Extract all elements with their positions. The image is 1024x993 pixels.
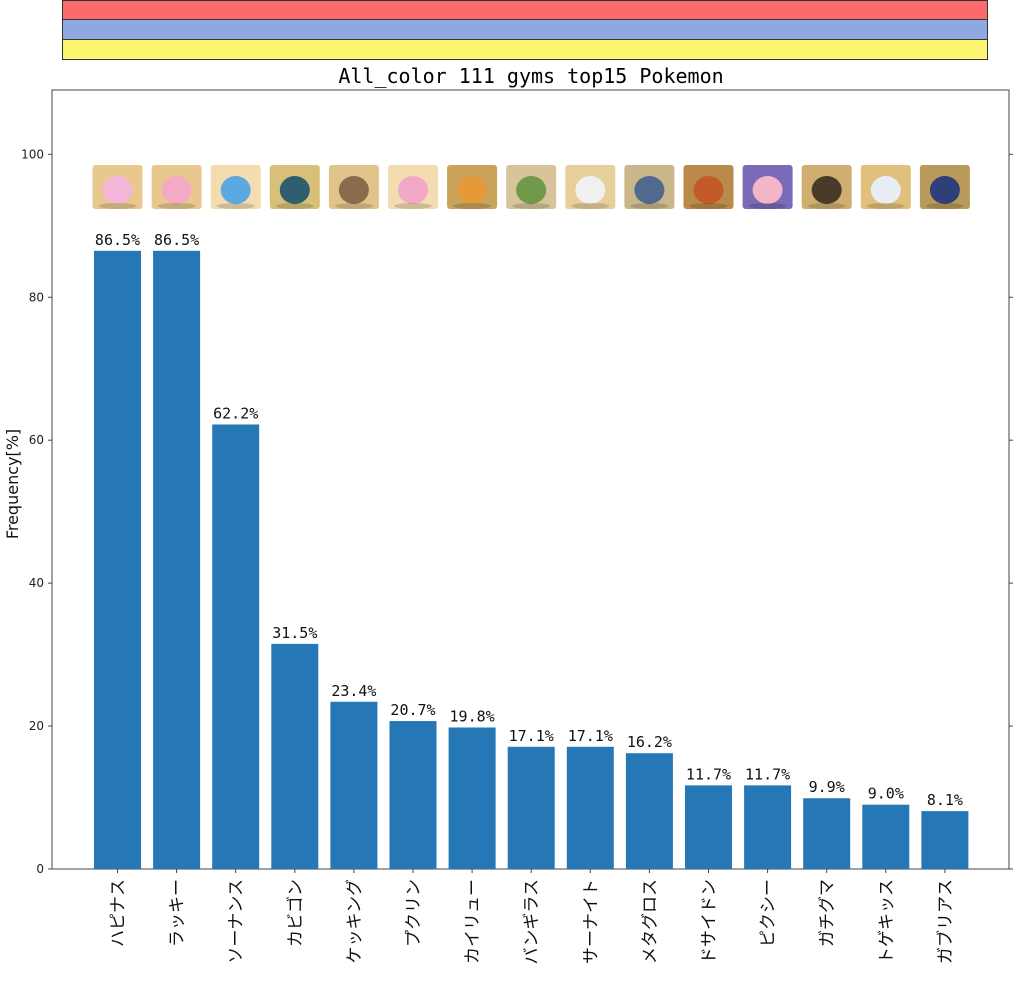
pokemon-thumbnail-figure [457,176,488,204]
bar-value-label: 11.7% [745,765,790,783]
bar [389,721,437,869]
x-category-label: ガチグマ [818,879,838,947]
y-tick-label: 0 [36,862,44,876]
y-tick-label: 40 [29,576,44,590]
pokemon-thumbnail-shadow [216,203,255,209]
pokemon-thumbnail-figure [693,176,724,204]
x-category-label: カビゴン [285,879,306,947]
pokemon-thumbnail-shadow [748,203,787,209]
x-category-label: ドサイドン [700,879,720,964]
y-axis-title: Frequency[%] [3,429,22,539]
pokemon-thumbnail-shadow [571,203,610,209]
pokemon-thumbnail-shadow [275,203,314,209]
pokemon-thumbnail-figure [279,176,310,204]
bar [566,746,614,869]
bar [507,746,555,869]
bar-value-label: 23.4% [331,682,376,700]
bar-value-label: 16.2% [627,733,672,751]
y-tick-label: 100 [21,147,44,161]
x-category-label: メタグロス [640,879,660,964]
pokemon-thumbnail-shadow [925,203,964,209]
bar [271,643,319,869]
bar-value-label: 86.5% [154,231,199,249]
pokemon-thumbnail-shadow [394,203,432,209]
chart-title: All_color 111 gyms top15 Pokemon [338,64,724,88]
pokemon-thumbnail-shadow [807,203,846,209]
x-category-label: ソーナンス [227,879,247,964]
bar [448,727,496,869]
bar [212,424,260,869]
x-category-label: ピクシー [759,879,779,947]
x-category-label: ハピナス [109,879,129,947]
bar [744,785,792,869]
y-tick-label: 60 [29,433,44,447]
x-category-label: ケッキング [345,879,365,964]
bar [153,250,201,870]
pokemon-thumbnail-figure [752,176,783,204]
x-category-label: ガブリアス [935,879,956,964]
bar [330,701,378,869]
x-category-label: プクリン [404,879,424,947]
pokemon-thumbnail-shadow [866,203,905,209]
bar-value-label: 20.7% [390,701,435,719]
bar-value-label: 9.9% [809,778,845,796]
pokemon-thumbnail-shadow [453,203,492,209]
bar-value-label: 17.1% [568,727,613,745]
pokemon-thumbnail-figure [929,176,960,204]
x-category-label: カイリュー [463,879,483,964]
bar [803,798,851,869]
pokemon-thumbnail-figure [338,176,369,204]
bar-value-label: 11.7% [686,765,731,783]
bar-value-label: 62.2% [213,404,258,422]
bar-value-label: 17.1% [509,727,554,745]
bar [94,250,141,870]
bar-value-label: 8.1% [927,791,963,809]
pokemon-thumbnail-figure [870,176,901,204]
pokemon-thumbnail-figure [398,176,428,204]
bar [685,785,732,869]
bar-value-label: 86.5% [95,231,140,249]
pokemon-thumbnail-shadow [98,203,137,209]
bar-value-label: 9.0% [868,785,904,803]
pokemon-thumbnail-shadow [512,203,551,209]
team-color-bar [62,0,988,60]
pokemon-thumbnail-figure [161,176,192,204]
x-category-label: トゲキッス [877,879,897,964]
pokemon-thumbnail-figure [575,176,606,204]
pokemon-thumbnail-figure [220,176,251,204]
bar-value-label: 31.5% [272,624,317,642]
team-stripe-yellow [63,39,987,59]
pokemon-thumbnail-shadow [334,203,373,209]
team-stripe-red [63,1,987,21]
x-category-label: バンギラス [522,879,542,965]
pokemon-thumbnail-figure [811,176,842,204]
bar-value-label: 19.8% [450,707,495,725]
x-category-label: ラッキー [168,879,188,947]
pokemon-thumbnail-figure [634,176,665,204]
pokemon-thumbnail-figure [516,176,547,204]
pokemon-thumbnail-shadow [689,203,728,209]
pokemon-thumbnail-figure [102,176,133,204]
y-tick-label: 20 [29,719,44,733]
pokemon-thumbnail-shadow [157,203,196,209]
x-category-label: サーナイト [581,879,601,964]
pokemon-thumbnail-shadow [630,203,669,209]
bar [921,811,969,869]
bar [862,804,910,869]
bar [625,753,673,869]
y-tick-label: 80 [29,290,44,304]
team-stripe-blue [63,20,987,40]
